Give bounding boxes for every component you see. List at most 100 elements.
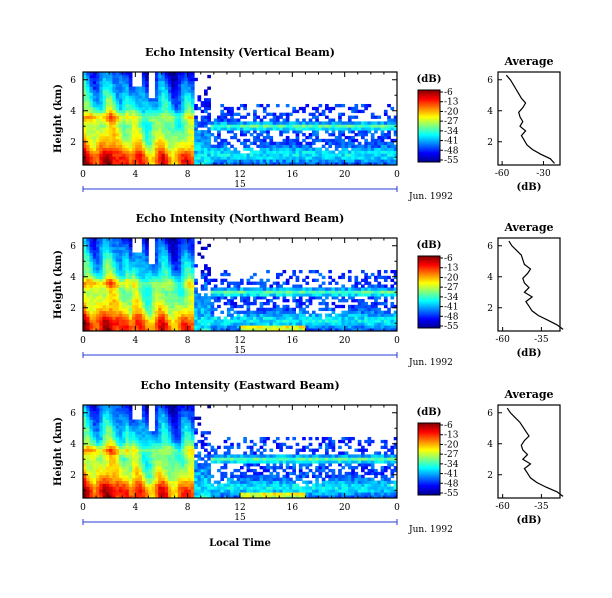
heatmap-cell (125, 240, 130, 245)
heatmap-cell (282, 159, 287, 163)
heatmap-cell (125, 428, 130, 432)
heatmap-cell (118, 103, 123, 108)
heatmap-cell (96, 460, 100, 464)
heatmap-cell (138, 436, 143, 441)
heatmap-cell (83, 287, 87, 291)
heatmap-cell (210, 144, 215, 148)
heatmap-cell (387, 162, 391, 166)
heatmap-cell (200, 109, 205, 114)
heatmap-cell (308, 153, 313, 157)
heatmap-cell (177, 296, 182, 300)
heatmap-cell (105, 301, 110, 306)
heatmap-cell (118, 133, 123, 137)
heatmap-cell (89, 477, 94, 481)
heatmap-cell (275, 287, 280, 291)
heatmap-cell (161, 489, 166, 493)
heatmap-cell (151, 457, 156, 461)
heatmap-cell (109, 442, 113, 447)
heatmap-cell (118, 284, 123, 288)
heatmap-cell (83, 144, 87, 148)
heatmap-cell (99, 296, 104, 300)
heatmap-cell (92, 258, 97, 262)
heatmap-cell (125, 445, 130, 449)
heatmap-cell (275, 293, 280, 297)
heatmap-cell (161, 474, 166, 479)
heatmap-cell (174, 135, 179, 140)
heatmap-cell (138, 466, 143, 470)
heatmap-cell (383, 109, 388, 114)
heatmap-cell (187, 133, 192, 137)
heatmap-cell (197, 121, 202, 125)
heatmap-cell (145, 95, 149, 99)
heatmap-cell (282, 153, 287, 157)
heatmap-cell (125, 138, 130, 143)
heatmap-cell (102, 301, 107, 306)
heatmap-cell (122, 442, 126, 447)
heatmap-cell (282, 310, 287, 314)
heatmap-cell (86, 477, 90, 481)
heatmap-cell (187, 103, 192, 108)
heatmap-cell (177, 101, 182, 105)
heatmap-cell (295, 322, 300, 326)
heatmap-cell (105, 98, 110, 102)
heatmap-cell (86, 86, 90, 90)
heatmap-cell (177, 153, 182, 157)
heatmap-cell (135, 316, 139, 320)
heatmap-cell (295, 287, 300, 291)
heatmap-cell (207, 267, 211, 271)
heatmap-cell (269, 284, 274, 288)
heatmap-cell (141, 457, 146, 461)
heatmap-cell (285, 135, 290, 140)
heatmap-cell (158, 310, 162, 314)
heatmap-cell (325, 293, 329, 297)
y-axis-label: Height (km) (53, 250, 64, 319)
heatmap-cell (262, 153, 267, 157)
heatmap-cell (89, 278, 94, 282)
heatmap-cell (243, 127, 247, 131)
heatmap-cell (83, 460, 87, 464)
heatmap-cell (115, 138, 120, 143)
heatmap-cell (194, 162, 198, 166)
heatmap-cell (334, 153, 339, 157)
heatmap-cell (102, 299, 107, 303)
y-tick-label: 4 (70, 107, 76, 117)
heatmap-cell (151, 118, 156, 122)
heatmap-cell (122, 431, 126, 435)
heatmap-cell (253, 316, 257, 320)
heatmap-cell (122, 74, 126, 79)
heatmap-cell (354, 103, 359, 108)
heatmap-cell (112, 425, 117, 429)
heatmap-cell (190, 127, 195, 131)
heatmap-cell (161, 156, 166, 160)
heatmap-cell (118, 405, 123, 409)
heatmap-cell (207, 162, 211, 166)
heatmap-cell (99, 428, 104, 432)
heatmap-cell (190, 95, 195, 99)
heatmap-cell (377, 272, 382, 277)
heatmap-cell (361, 162, 365, 166)
heatmap-cell (164, 466, 169, 470)
heatmap-cell (302, 328, 306, 332)
heatmap-cell (102, 95, 107, 99)
heatmap-cell (171, 281, 175, 285)
heatmap-cell (132, 103, 136, 108)
heatmap-cell (138, 255, 143, 259)
heatmap-cell (154, 284, 159, 288)
heatmap-cell (89, 115, 94, 119)
heatmap-cell (351, 153, 355, 157)
heatmap-cell (194, 287, 198, 291)
heatmap-cell (226, 313, 231, 317)
heatmap-cell (118, 480, 123, 484)
heatmap-cell (112, 109, 117, 114)
heatmap-cell (272, 287, 277, 291)
heatmap-cell (105, 328, 110, 332)
heatmap-cell (109, 275, 113, 280)
heatmap-cell (213, 124, 218, 128)
heatmap-cell (145, 422, 149, 426)
heatmap-cell (105, 413, 110, 418)
heatmap-cell (96, 296, 100, 300)
heatmap-cell (168, 258, 172, 262)
heatmap-cell (102, 492, 107, 496)
heatmap-cell (132, 264, 136, 268)
heatmap-cell (194, 103, 198, 108)
